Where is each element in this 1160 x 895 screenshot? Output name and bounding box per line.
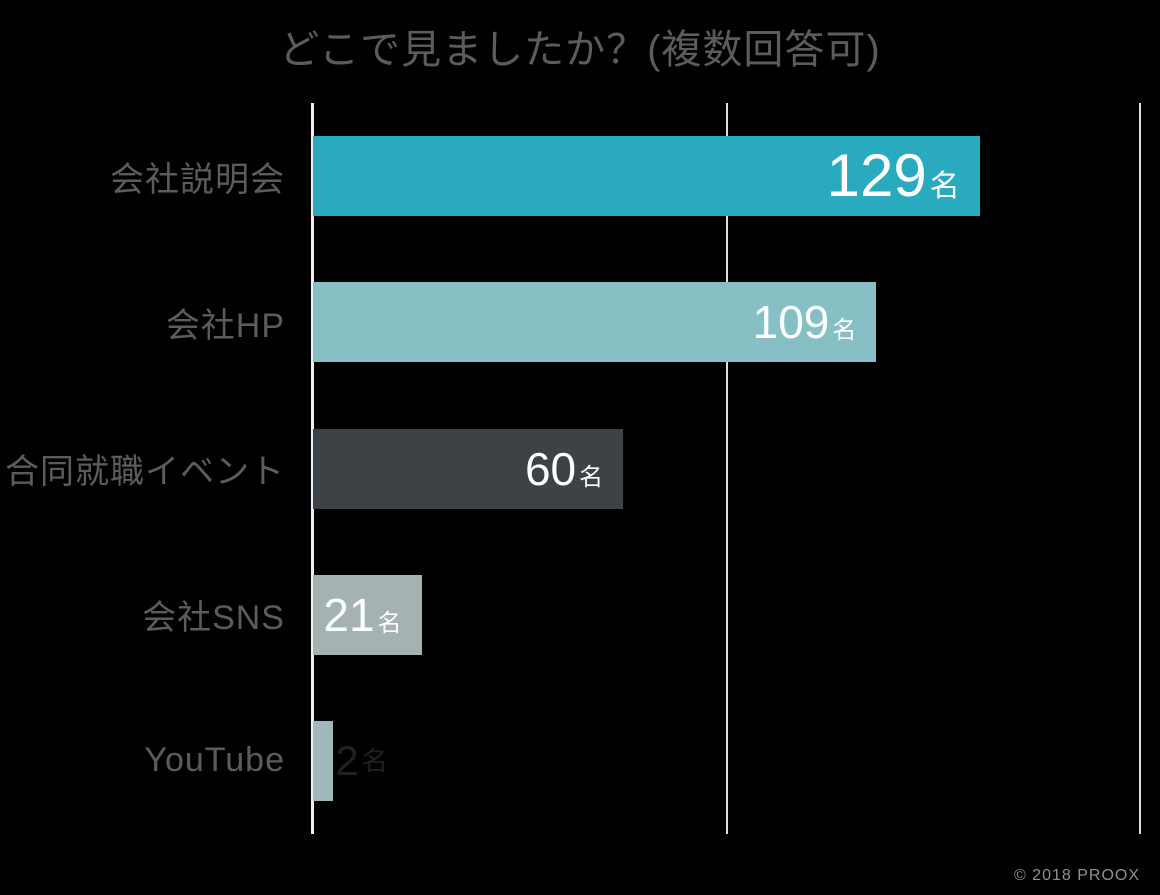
bar-0: 129 名 [313, 136, 980, 217]
category-label-3: 会社SNS [142, 599, 285, 638]
value-label-0: 129 名 [827, 146, 960, 206]
bar-3: 21 名 [313, 574, 422, 655]
value-number: 129 [826, 142, 927, 210]
category-label-2: 合同就職イベント [5, 452, 285, 491]
value-suffix: 名 [832, 317, 857, 345]
value-number: 21 [323, 588, 375, 641]
gridline-x-160 [1139, 103, 1141, 834]
plot-area: 129 名 109 名 60 名 21 名 2 名 [311, 103, 1141, 834]
value-suffix: 名 [579, 463, 604, 491]
category-labels: 会社説明会会社HP 合同就職イベント会社SNS YouTube [0, 103, 285, 834]
value-label-3: 21 名 [323, 592, 401, 638]
bar-1: 109 名 [313, 282, 877, 363]
value-number: 2 [335, 736, 359, 784]
value-suffix: 名 [929, 170, 960, 204]
value-number: 60 [524, 442, 577, 495]
y-axis-line [311, 103, 314, 834]
category-label-0: 会社説明会 [110, 160, 285, 199]
category-label-1: 会社HP [165, 306, 285, 345]
value-label-1: 109 名 [753, 299, 857, 345]
value-suffix: 名 [377, 609, 402, 637]
footer-credit: © 2018 PROOX [1013, 867, 1140, 884]
value-label-2: 60 名 [525, 446, 603, 492]
chart-title: どこで見ましたか？(複数回答可) [279, 28, 881, 72]
value-suffix: 名 [361, 745, 388, 776]
bar-4 [313, 720, 333, 801]
gridline-x-80 [725, 103, 728, 834]
bar-2: 60 名 [313, 428, 624, 509]
value-number: 109 [752, 296, 830, 349]
category-label-4: YouTube [144, 741, 285, 780]
